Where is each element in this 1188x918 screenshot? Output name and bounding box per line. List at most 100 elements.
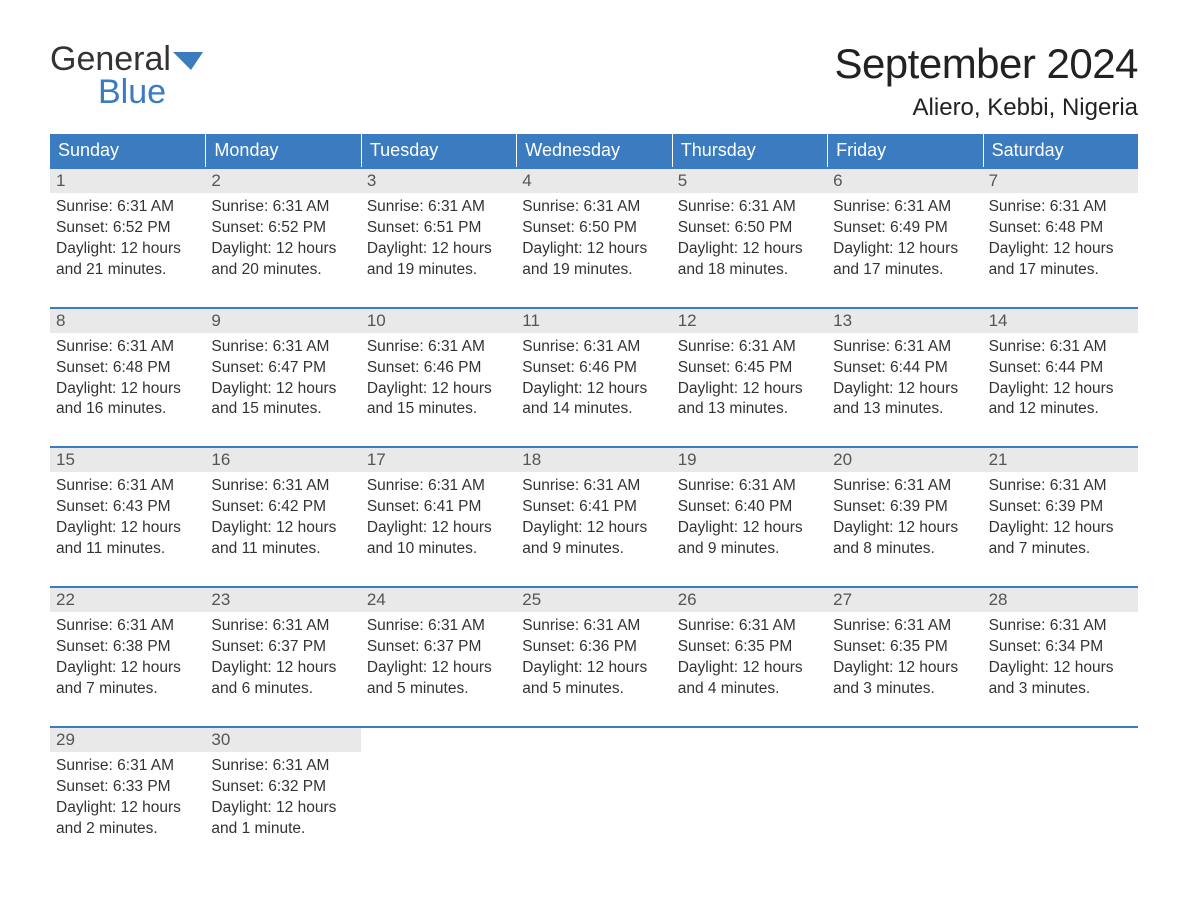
- day-number: 23: [205, 588, 360, 612]
- logo: GeneralBlue: [50, 40, 203, 112]
- day-info: Sunrise: 6:31 AMSunset: 6:46 PMDaylight:…: [361, 333, 516, 421]
- calendar-cell: ..: [827, 726, 982, 848]
- calendar-cell: ..: [672, 726, 827, 848]
- sunrise-line: Sunrise: 6:31 AM: [211, 756, 354, 777]
- calendar-cell: ..: [361, 726, 516, 848]
- day-number: 20: [827, 448, 982, 472]
- day-info: Sunrise: 6:31 AMSunset: 6:50 PMDaylight:…: [516, 193, 671, 281]
- day-info: Sunrise: 6:31 AMSunset: 6:52 PMDaylight:…: [205, 193, 360, 281]
- sunrise-line: Sunrise: 6:31 AM: [678, 616, 821, 637]
- day-info: Sunrise: 6:31 AMSunset: 6:44 PMDaylight:…: [827, 333, 982, 421]
- calendar-cell: 10Sunrise: 6:31 AMSunset: 6:46 PMDayligh…: [361, 307, 516, 429]
- daylight-line: Daylight: 12 hours and 13 minutes.: [833, 379, 976, 421]
- day-number: 24: [361, 588, 516, 612]
- sunset-line: Sunset: 6:48 PM: [989, 218, 1132, 239]
- day-number: 10: [361, 309, 516, 333]
- sunrise-line: Sunrise: 6:31 AM: [56, 337, 199, 358]
- header: GeneralBlueSeptember 2024Aliero, Kebbi, …: [50, 40, 1138, 122]
- daylight-line: Daylight: 12 hours and 14 minutes.: [522, 379, 665, 421]
- day-info: Sunrise: 6:31 AMSunset: 6:52 PMDaylight:…: [50, 193, 205, 281]
- sunrise-line: Sunrise: 6:31 AM: [678, 476, 821, 497]
- day-number: 3: [361, 169, 516, 193]
- day-number: 4: [516, 169, 671, 193]
- daylight-line: Daylight: 12 hours and 5 minutes.: [522, 658, 665, 700]
- daylight-line: Daylight: 12 hours and 19 minutes.: [367, 239, 510, 281]
- calendar-cell: 28Sunrise: 6:31 AMSunset: 6:34 PMDayligh…: [983, 586, 1138, 708]
- day-info: Sunrise: 6:31 AMSunset: 6:48 PMDaylight:…: [50, 333, 205, 421]
- day-number: 16: [205, 448, 360, 472]
- sunset-line: Sunset: 6:35 PM: [833, 637, 976, 658]
- daylight-line: Daylight: 12 hours and 13 minutes.: [678, 379, 821, 421]
- calendar-cell: 16Sunrise: 6:31 AMSunset: 6:42 PMDayligh…: [205, 446, 360, 568]
- day-info: Sunrise: 6:31 AMSunset: 6:41 PMDaylight:…: [516, 472, 671, 560]
- daylight-line: Daylight: 12 hours and 11 minutes.: [56, 518, 199, 560]
- daylight-line: Daylight: 12 hours and 15 minutes.: [367, 379, 510, 421]
- day-info: Sunrise: 6:31 AMSunset: 6:33 PMDaylight:…: [50, 752, 205, 840]
- calendar-cell: 7Sunrise: 6:31 AMSunset: 6:48 PMDaylight…: [983, 167, 1138, 289]
- sunrise-line: Sunrise: 6:31 AM: [367, 337, 510, 358]
- day-info: Sunrise: 6:31 AMSunset: 6:43 PMDaylight:…: [50, 472, 205, 560]
- month-title: September 2024: [834, 40, 1138, 88]
- sunrise-line: Sunrise: 6:31 AM: [833, 616, 976, 637]
- calendar-cell: 24 Sunrise: 6:31 AMSunset: 6:37 PMDayligh…: [361, 586, 516, 708]
- daylight-line: Daylight: 12 hours and 15 minutes.: [211, 379, 354, 421]
- day-number: 28: [983, 588, 1138, 612]
- day-number: 17: [361, 448, 516, 472]
- sunrise-line: Sunrise: 6:31 AM: [211, 476, 354, 497]
- logo-word-2: Blue: [98, 73, 203, 112]
- day-number: 13: [827, 309, 982, 333]
- sunset-line: Sunset: 6:46 PM: [522, 358, 665, 379]
- daylight-line: Daylight: 12 hours and 2 minutes.: [56, 798, 199, 840]
- day-number: 29: [50, 728, 205, 752]
- calendar-cell: ..: [516, 726, 671, 848]
- sunrise-line: Sunrise: 6:31 AM: [522, 337, 665, 358]
- day-number: 25: [516, 588, 671, 612]
- day-info: Sunrise: 6:31 AMSunset: 6:37 PMDaylight:…: [205, 612, 360, 700]
- daylight-line: Daylight: 12 hours and 3 minutes.: [989, 658, 1132, 700]
- dow-header: Saturday: [983, 134, 1138, 167]
- day-number: 5: [672, 169, 827, 193]
- daylight-line: Daylight: 12 hours and 8 minutes.: [833, 518, 976, 560]
- sunset-line: Sunset: 6:46 PM: [367, 358, 510, 379]
- calendar-cell: 23Sunrise: 6:31 AMSunset: 6:37 PMDayligh…: [205, 586, 360, 708]
- calendar-cell: 8Sunrise: 6:31 AMSunset: 6:48 PMDaylight…: [50, 307, 205, 429]
- sunrise-line: Sunrise: 6:31 AM: [833, 476, 976, 497]
- day-info: Sunrise: 6:31 AMSunset: 6:48 PMDaylight:…: [983, 193, 1138, 281]
- dow-header: Friday: [827, 134, 982, 167]
- day-info: Sunrise: 6:31 AMSunset: 6:35 PMDaylight:…: [827, 612, 982, 700]
- daylight-line: Daylight: 12 hours and 5 minutes.: [367, 658, 510, 700]
- calendar-cell: 5Sunrise: 6:31 AMSunset: 6:50 PMDaylight…: [672, 167, 827, 289]
- daylight-line: Daylight: 12 hours and 7 minutes.: [56, 658, 199, 700]
- day-info: Sunrise: 6:31 AMSunset: 6:32 PMDaylight:…: [205, 752, 360, 840]
- day-number: 27: [827, 588, 982, 612]
- day-info: Sunrise: 6:31 AMSunset: 6:46 PMDaylight:…: [516, 333, 671, 421]
- daylight-line: Daylight: 12 hours and 21 minutes.: [56, 239, 199, 281]
- calendar-grid: SundayMondayTuesdayWednesdayThursdayFrid…: [50, 134, 1138, 847]
- week-spacer: [50, 708, 1138, 726]
- day-info: Sunrise: 6:31 AMSunset: 6:38 PMDaylight:…: [50, 612, 205, 700]
- day-number: 7: [983, 169, 1138, 193]
- sunrise-line: Sunrise: 6:31 AM: [211, 197, 354, 218]
- day-number: 8: [50, 309, 205, 333]
- sunrise-line: Sunrise: 6:31 AM: [56, 616, 199, 637]
- day-number: 6: [827, 169, 982, 193]
- week-spacer: [50, 428, 1138, 446]
- calendar-cell: 12Sunrise: 6:31 AMSunset: 6:45 PMDayligh…: [672, 307, 827, 429]
- sunrise-line: Sunrise: 6:31 AM: [56, 756, 199, 777]
- sunset-line: Sunset: 6:37 PM: [367, 637, 510, 658]
- day-info: Sunrise: 6:31 AMSunset: 6:50 PMDaylight:…: [672, 193, 827, 281]
- day-info: Sunrise: 6:31 AMSunset: 6:40 PMDaylight:…: [672, 472, 827, 560]
- sunset-line: Sunset: 6:52 PM: [56, 218, 199, 239]
- calendar-cell: 18Sunrise: 6:31 AMSunset: 6:41 PMDayligh…: [516, 446, 671, 568]
- day-info: Sunrise: 6:31 AMSunset: 6:44 PMDaylight:…: [983, 333, 1138, 421]
- sunrise-line: Sunrise: 6:31 AM: [367, 616, 510, 637]
- day-info: Sunrise: 6:31 AMSunset: 6:39 PMDaylight:…: [983, 472, 1138, 560]
- sunrise-line: Sunrise: 6:31 AM: [989, 197, 1132, 218]
- sunrise-line: Sunrise: 6:31 AM: [833, 337, 976, 358]
- calendar-cell: 22Sunrise: 6:31 AMSunset: 6:38 PMDayligh…: [50, 586, 205, 708]
- daylight-line: Daylight: 12 hours and 6 minutes.: [211, 658, 354, 700]
- sunset-line: Sunset: 6:38 PM: [56, 637, 199, 658]
- sunset-line: Sunset: 6:32 PM: [211, 777, 354, 798]
- daylight-line: Daylight: 12 hours and 9 minutes.: [522, 518, 665, 560]
- sunset-line: Sunset: 6:42 PM: [211, 497, 354, 518]
